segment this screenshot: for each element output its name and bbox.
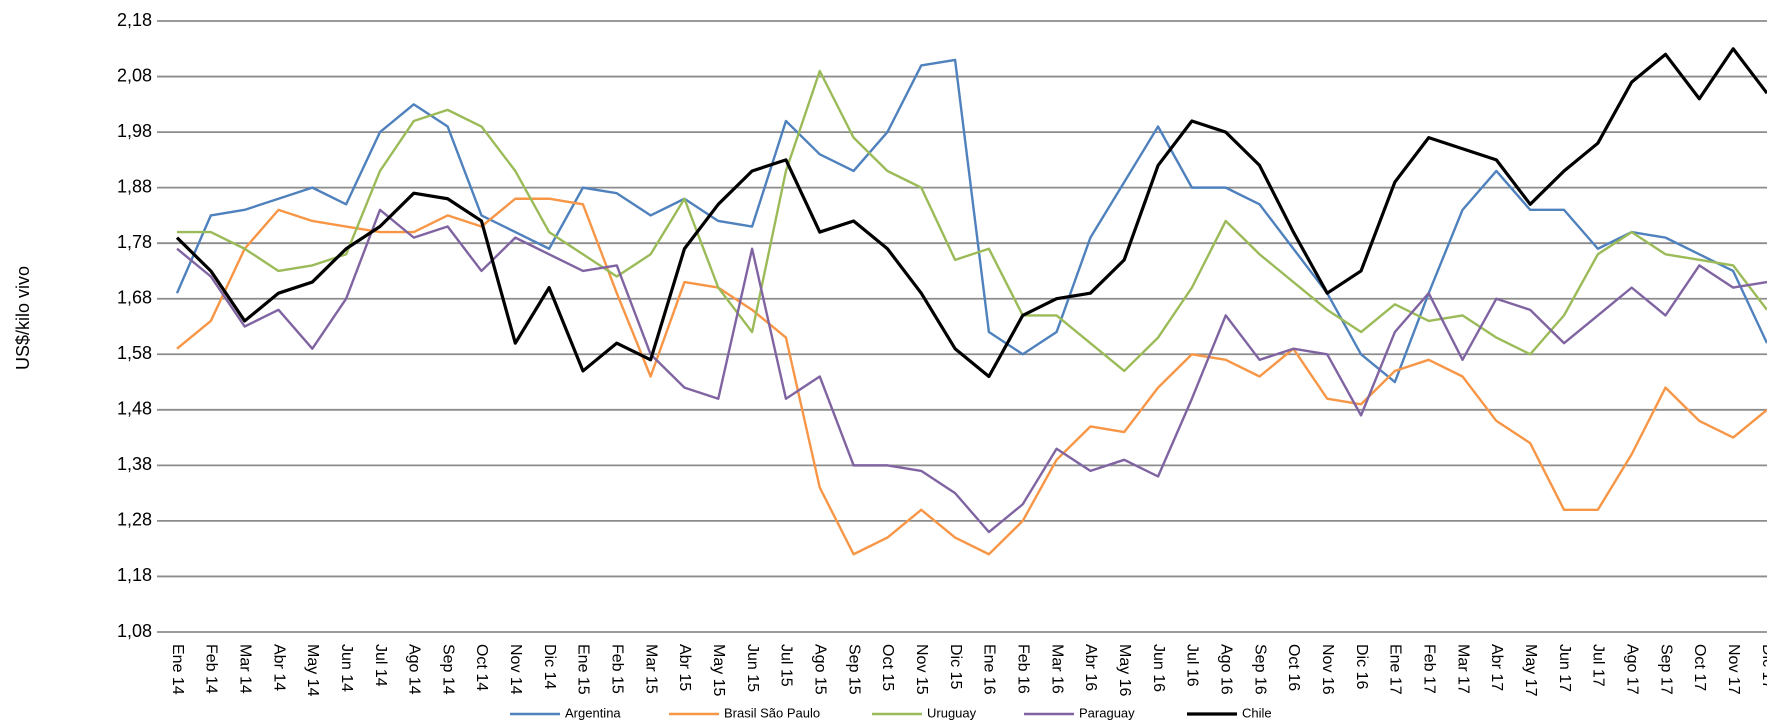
series-line [176, 197, 1767, 556]
x-tick-label: Ene 17 [1387, 644, 1404, 695]
x-tick-label: Oct 17 [1691, 644, 1708, 691]
x-tick-label: Oct 15 [879, 644, 896, 691]
series-line [175, 47, 1767, 379]
x-tick-label: Feb 16 [1015, 644, 1032, 694]
x-tick-label: Abr 16 [1082, 644, 1099, 691]
x-tick-label: Abr 14 [270, 644, 287, 691]
x-tick-label: Nov 16 [1319, 644, 1336, 695]
y-tick-label: 1,38 [117, 454, 152, 474]
x-tick-label: Abr 17 [1488, 644, 1505, 691]
x-tick-label: May 17 [1522, 644, 1539, 697]
x-tick-label: Oct 14 [473, 644, 490, 691]
x-tick-label: Ene 15 [575, 644, 592, 695]
y-tick-label: 1,78 [117, 232, 152, 252]
legend-label: Paraguay [1079, 705, 1135, 720]
x-tick-label: Ago 16 [1217, 644, 1234, 695]
y-axis-title: US$/kilo vivo [13, 266, 33, 370]
y-tick-label: 1,28 [117, 510, 152, 530]
x-tick-label: Jun 17 [1556, 644, 1573, 692]
x-tick-label: Feb 14 [203, 644, 220, 694]
x-tick-label: Jul 14 [372, 644, 389, 687]
x-tick-label: Abr 15 [676, 644, 693, 691]
x-tick-label: Nov 15 [913, 644, 930, 695]
x-tick-label: Dic 15 [947, 644, 964, 689]
x-tick-label: Feb 15 [609, 644, 626, 694]
legend-label: Argentina [565, 705, 621, 720]
y-tick-label: 1,18 [117, 565, 152, 585]
x-tick-label: Ene 16 [981, 644, 998, 695]
x-tick-label: Ago 14 [406, 644, 423, 695]
series-line [177, 69, 1767, 373]
y-tick-label: 2,18 [117, 10, 152, 30]
x-tick-label: Ene 14 [169, 644, 186, 695]
x-tick-label: May 16 [1116, 644, 1133, 697]
x-tick-label: Ago 17 [1623, 644, 1640, 695]
x-tick-label: Jul 16 [1184, 644, 1201, 687]
y-tick-label: 1,58 [117, 343, 152, 363]
x-tick-label: Mar 15 [642, 644, 659, 694]
x-tick-label: Oct 16 [1285, 644, 1302, 691]
y-tick-label: 1,88 [117, 176, 152, 196]
x-tick-label: Mar 17 [1454, 644, 1471, 694]
x-tick-label: Jun 16 [1150, 644, 1167, 692]
y-tick-label: 1,08 [117, 621, 152, 641]
x-tick-label: Nov 14 [507, 644, 524, 695]
x-tick-label: Dic 17 [1759, 644, 1767, 689]
y-tick-label: 1,68 [117, 287, 152, 307]
x-tick-label: Feb 17 [1420, 644, 1437, 694]
x-tick-label: Sep 14 [439, 644, 456, 695]
x-tick-label: Jul 17 [1590, 644, 1607, 687]
y-tick-label: 1,48 [117, 399, 152, 419]
legend-label: Chile [1242, 705, 1272, 720]
x-tick-label: Mar 16 [1048, 644, 1065, 694]
x-tick-label: Sep 17 [1657, 644, 1674, 695]
legend-label: Uruguay [927, 705, 977, 720]
y-tick-label: 2,08 [117, 65, 152, 85]
series-line [176, 208, 1767, 534]
x-tick-label: Nov 17 [1725, 644, 1742, 695]
x-tick-label: Jul 15 [778, 644, 795, 687]
x-tick-label: Sep 15 [845, 644, 862, 695]
x-tick-label: May 15 [710, 644, 727, 697]
series-line [175, 58, 1767, 384]
x-tick-label: May 14 [304, 644, 321, 697]
legend-label: Brasil São Paulo [724, 705, 820, 720]
x-tick-label: Mar 14 [236, 644, 253, 694]
y-tick-label: 1,98 [117, 121, 152, 141]
x-tick-label: Jun 15 [744, 644, 761, 692]
x-tick-label: Ago 15 [812, 644, 829, 695]
x-tick-label: Dic 16 [1353, 644, 1370, 689]
x-tick-label: Jun 14 [338, 644, 355, 692]
x-tick-label: Sep 16 [1251, 644, 1268, 695]
x-tick-label: Dic 14 [541, 644, 558, 689]
